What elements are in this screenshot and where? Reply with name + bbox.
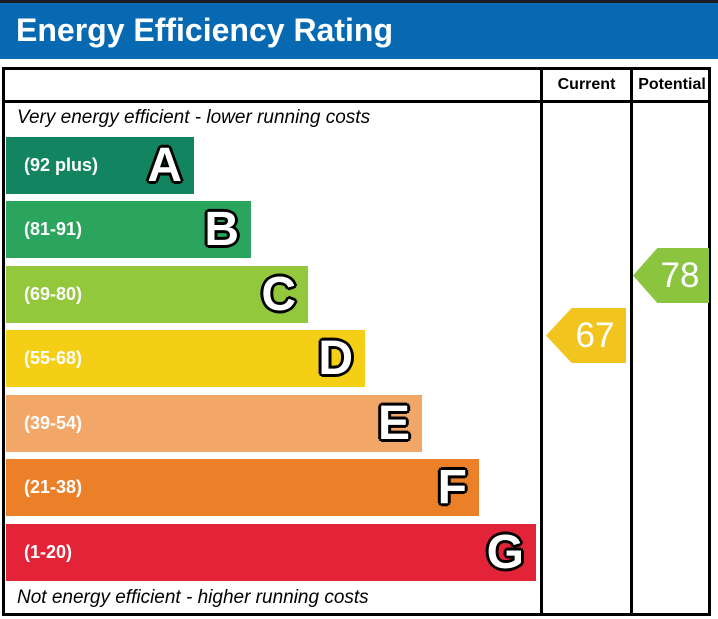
band-f-range: (21-38) <box>24 477 83 497</box>
band-d-letter: D <box>318 332 353 385</box>
band-b-range: (81-91) <box>24 219 83 239</box>
band-c: (69-80) C <box>6 266 308 323</box>
band-d-range: (55-68) <box>24 348 83 368</box>
chart-title: Energy Efficiency Rating <box>16 12 393 48</box>
band-g: (1-20) G <box>6 524 536 581</box>
potential-rating-arrow: 78 <box>633 248 709 303</box>
band-d: (55-68) D <box>6 330 365 387</box>
current-column-divider <box>540 67 543 616</box>
potential-column-divider <box>630 67 633 616</box>
caption-very-efficient: Very energy efficient - lower running co… <box>17 107 371 128</box>
chart-title-bar: Energy Efficiency Rating <box>0 0 718 59</box>
band-e-letter: E <box>377 397 410 450</box>
band-b: (81-91) B <box>6 201 251 258</box>
caption-not-efficient: Not energy efficient - higher running co… <box>17 587 369 608</box>
band-a-range: (92 plus) <box>24 155 99 175</box>
chart-frame <box>2 67 711 616</box>
potential-column-header: Potential <box>638 76 706 93</box>
band-c-letter: C <box>261 268 296 321</box>
band-f-letter: F <box>437 461 467 514</box>
band-a: (92 plus) A <box>6 137 194 194</box>
current-rating-value: 67 <box>575 315 615 355</box>
band-f: (21-38) F <box>6 459 479 516</box>
potential-rating-value: 78 <box>660 255 700 295</box>
current-column-header: Current <box>557 76 616 93</box>
band-g-range: (1-20) <box>24 542 73 562</box>
band-e-range: (39-54) <box>24 413 83 433</box>
band-c-range: (69-80) <box>24 284 83 304</box>
header-row-divider <box>2 100 711 103</box>
band-b-letter: B <box>204 203 239 256</box>
band-a-letter: A <box>147 139 182 192</box>
band-e: (39-54) E <box>6 395 422 452</box>
band-g-letter: G <box>486 526 524 579</box>
